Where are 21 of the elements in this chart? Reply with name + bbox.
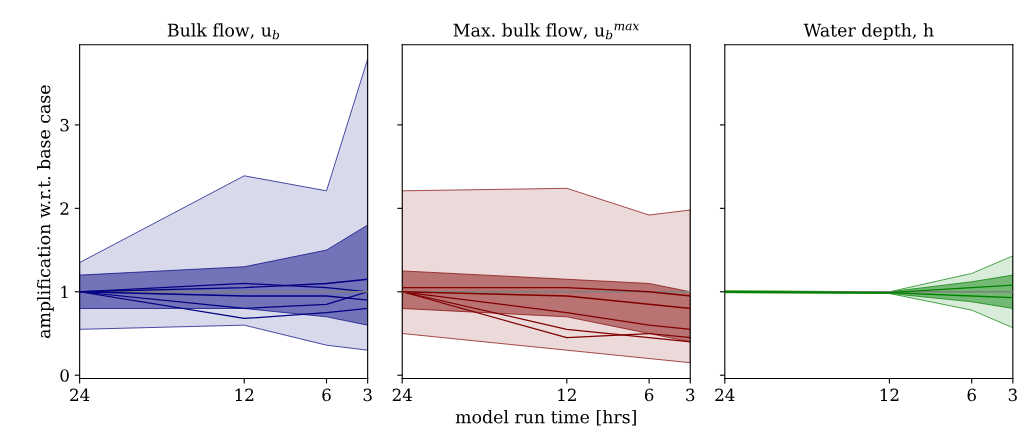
y-tick-label: 2 xyxy=(60,202,69,215)
chart-title: Water depth, h xyxy=(803,23,934,41)
x-tick-label: 3 xyxy=(363,388,372,402)
x-tick-label: 12 xyxy=(558,388,576,401)
x-tick-label: 6 xyxy=(644,388,654,402)
x-tick-label: 24 xyxy=(392,388,412,401)
x-tick-label: 3 xyxy=(1008,388,1017,402)
x-axis-title: model run time [hrs] xyxy=(455,409,636,426)
y-tick-label: 3 xyxy=(60,118,69,132)
x-tick-label: 6 xyxy=(322,388,331,402)
x-tick-label: 24 xyxy=(70,388,90,401)
x-tick-label: 6 xyxy=(967,388,976,402)
x-tick-label: 12 xyxy=(880,388,899,401)
x-tick-label: 24 xyxy=(715,388,735,401)
y-axis-title: amplification w.r.t. base case xyxy=(36,85,54,339)
chart-title: Max. bulk flow, u$_{b}$$^{max}$ xyxy=(453,23,640,40)
x-tick-label: 3 xyxy=(686,388,695,402)
x-tick-label: 12 xyxy=(235,388,254,401)
y-tick-label: 0 xyxy=(60,369,69,382)
y-tick-label: 1 xyxy=(61,285,68,299)
chart-title: Bulk flow, u$_{b}$ xyxy=(167,23,280,40)
